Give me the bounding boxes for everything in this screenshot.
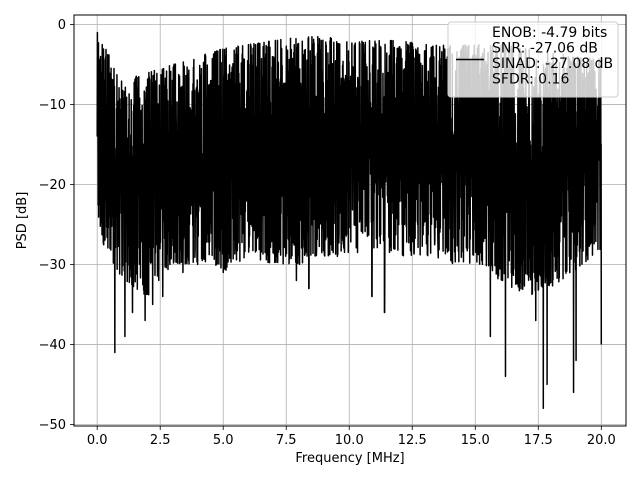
- y-tick-label: −20: [39, 178, 66, 193]
- legend-entry: SINAD: -27.08 dB: [492, 56, 613, 72]
- y-tick-label: −10: [39, 98, 66, 113]
- legend-entry: ENOB: -4.79 bits: [492, 25, 607, 41]
- y-tick-label: 0: [58, 18, 66, 33]
- x-tick-label: 17.5: [524, 433, 553, 448]
- x-tick-label: 2.5: [150, 433, 171, 448]
- x-tick-label: 5.0: [213, 433, 234, 448]
- y-tick-label: −40: [39, 338, 66, 353]
- x-axis-label: Frequency [MHz]: [295, 451, 404, 466]
- legend-entry: SNR: -27.06 dB: [492, 41, 598, 57]
- x-tick-label: 0.0: [87, 433, 108, 448]
- legend-entry: SFDR: 0.16: [492, 72, 569, 88]
- y-axis-label: PSD [dB]: [15, 192, 30, 250]
- x-tick-label: 15.0: [461, 433, 490, 448]
- y-tick-label: −30: [39, 258, 66, 273]
- y-tick-label: −50: [39, 418, 66, 433]
- plot-area: [96, 31, 603, 410]
- x-tick-label: 20.0: [587, 433, 616, 448]
- x-tick-label: 7.5: [276, 433, 297, 448]
- axes-frame: [73, 14, 627, 427]
- x-tick-label: 12.5: [398, 433, 427, 448]
- x-tick-label: 10.0: [335, 433, 364, 448]
- psd-series-line: [96, 31, 603, 410]
- ticks: 0.0 2.5 5.0 7.5 10.0 12.5 15.0 17.5 20.0 0 −10 −20 −…: [39, 18, 616, 448]
- legend-box: [447, 21, 619, 98]
